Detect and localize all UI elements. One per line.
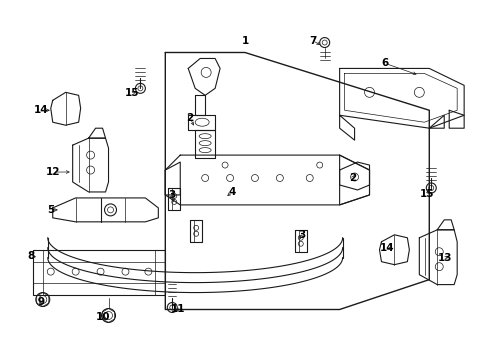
Text: 10: 10 bbox=[96, 312, 111, 323]
Text: 2: 2 bbox=[186, 113, 193, 123]
Text: 3: 3 bbox=[298, 230, 305, 240]
Text: 11: 11 bbox=[171, 305, 185, 315]
Text: 14: 14 bbox=[33, 105, 48, 115]
Text: 13: 13 bbox=[437, 253, 451, 263]
Text: 14: 14 bbox=[379, 243, 394, 253]
Text: 4: 4 bbox=[228, 187, 235, 197]
Text: 6: 6 bbox=[381, 58, 388, 68]
Text: 15: 15 bbox=[125, 88, 140, 98]
Text: 5: 5 bbox=[47, 205, 54, 215]
Text: 7: 7 bbox=[308, 36, 316, 46]
Text: 12: 12 bbox=[45, 167, 60, 177]
Text: 1: 1 bbox=[241, 36, 248, 46]
Text: 9: 9 bbox=[37, 297, 44, 306]
Text: 2: 2 bbox=[348, 173, 355, 183]
Text: 3: 3 bbox=[168, 190, 176, 200]
Text: 8: 8 bbox=[27, 251, 34, 261]
Text: 15: 15 bbox=[419, 189, 434, 199]
